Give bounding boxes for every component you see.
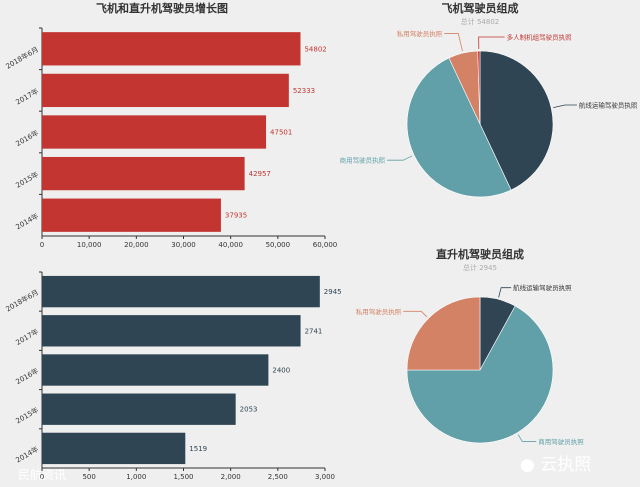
bar1-category-1: 2017年 (14, 86, 40, 106)
wechat-icon: ● (520, 455, 535, 475)
bar3-bar-2 (42, 354, 269, 386)
pie4-label-1: 商用驾驶员执照 (538, 437, 584, 446)
watermark-right: ● 云执照 (520, 450, 591, 475)
bar3-category-1: 2017年 (14, 327, 40, 347)
bar1-xtick-label-3: 30,000 (171, 241, 196, 249)
bar3-xtick-label-1: 500 (82, 473, 95, 481)
pie2-label-0: 航线运输驾驶员执照 (579, 101, 638, 110)
bar3-category-4: 2014年 (14, 444, 40, 464)
bar1-category-3: 2015年 (14, 170, 40, 190)
bar1-bar-0 (42, 32, 301, 66)
bar1-bar-4 (42, 198, 221, 232)
bar1-category-4: 2014年 (14, 211, 40, 231)
bar1-category-0: 2018年6月 (4, 45, 40, 71)
bar1-category-2: 2016年 (14, 128, 40, 148)
bar3-bar-4 (42, 432, 186, 465)
watermark-left-text: 民航资讯 (18, 468, 67, 482)
pie2-title: 飞机驾驶员组成 (442, 1, 519, 15)
bar3-category-2: 2016年 (14, 366, 40, 386)
bar1-bar-3 (42, 156, 245, 191)
bar1-value-label-2: 47501 (270, 129, 292, 137)
bar1-title: 飞机和直升机驾驶员增长图 (96, 1, 228, 15)
bar1-xtick-label-1: 10,000 (77, 241, 102, 249)
pie4-slice-1 (406, 305, 554, 444)
pie4-leader-0 (498, 287, 512, 298)
bar3-xtick-label-4: 2,000 (221, 473, 241, 481)
bar3-xtick-label-2: 1,000 (126, 473, 146, 481)
pie2-label-1: 商用驾驶员执照 (340, 156, 386, 165)
bar1-xtick-label-5: 50,000 (266, 241, 291, 249)
bar1-xtick-label-6: 60,000 (313, 241, 338, 249)
bar3-bar-0 (42, 275, 320, 308)
bar3-value-label-0: 2945 (324, 288, 342, 296)
pie2-slice-1 (406, 57, 512, 198)
bar1-xtick-label-0: 0 (40, 241, 44, 249)
bar3-value-label-2: 2400 (272, 367, 290, 375)
pie2-label-2: 私用驾驶员执照 (397, 29, 443, 38)
bar1-xtick-label-2: 20,000 (124, 241, 149, 249)
bar1-xtick-label-4: 40,000 (218, 241, 243, 249)
bar1-value-label-3: 42957 (249, 170, 271, 178)
bar3-xtick-label-3: 1,500 (173, 473, 193, 481)
pie2-leader-3 (478, 36, 505, 50)
pie2-leader-1 (387, 155, 413, 161)
pie4-subtitle: 总计 2945 (463, 263, 497, 272)
pie2-leader-2 (444, 33, 463, 52)
bar3-bar-3 (42, 393, 236, 425)
bar1-bar-2 (42, 115, 267, 149)
pie2-label-3: 多人制机组驾驶员执照 (507, 33, 572, 42)
bar3-value-label-1: 2741 (305, 327, 323, 335)
bar1-value-label-4: 37935 (225, 212, 247, 220)
bar3-bar-1 (42, 315, 301, 347)
pie4-label-2: 私用驾驶员执照 (356, 307, 402, 316)
pie4-slice-2 (406, 296, 481, 371)
bar1-value-label-1: 52333 (293, 87, 315, 95)
pie2-slice-3 (477, 50, 481, 125)
bar3-category-3: 2015年 (14, 405, 40, 425)
bar3-xtick-label-5: 2,500 (268, 473, 288, 481)
bar3-xtick-label-0: 0 (40, 473, 44, 481)
bar3-value-label-4: 1519 (189, 445, 207, 453)
pie4-leader-2 (403, 310, 428, 318)
bar1-bar-1 (42, 73, 289, 108)
watermark-left: 民航资讯 (18, 466, 66, 483)
pie4-label-0: 航线运输驾驶员执照 (513, 283, 572, 292)
pie2-leader-0 (553, 104, 577, 109)
bar3-xtick-label-6: 3,000 (315, 473, 335, 481)
bar3-category-0: 2018年6月 (4, 288, 40, 314)
pie2-slice-0 (479, 50, 554, 191)
watermark-right-text: 云执照 (540, 455, 592, 475)
bar1-value-label-0: 54802 (304, 45, 326, 53)
bar3-value-label-3: 2053 (240, 406, 258, 414)
pie4-title: 直升机驾驶员组成 (436, 247, 524, 261)
pie2-subtitle: 总计 54802 (461, 17, 500, 26)
pie4-leader-1 (517, 434, 537, 442)
